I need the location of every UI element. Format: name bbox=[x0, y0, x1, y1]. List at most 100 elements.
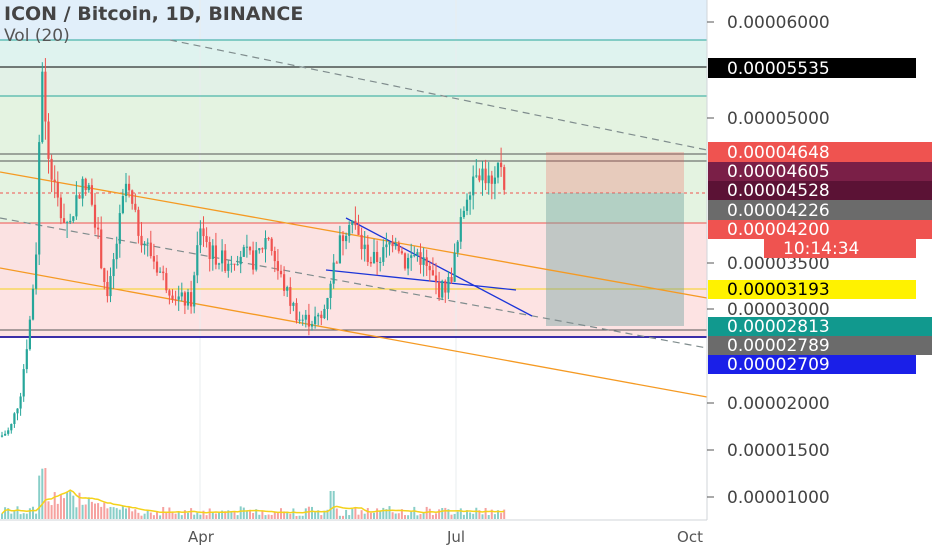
volume-bar bbox=[394, 513, 397, 519]
candle-body bbox=[301, 319, 304, 321]
volume-bar bbox=[174, 513, 177, 519]
candle-body bbox=[357, 225, 360, 235]
volume-bar bbox=[286, 511, 289, 519]
price-labels: 0.00005535 0.00004648 0.00004605 0.00004… bbox=[708, 58, 932, 375]
volume-bar bbox=[438, 509, 441, 519]
candle-body bbox=[7, 430, 10, 434]
volume-bar bbox=[289, 513, 292, 519]
candle-body bbox=[78, 195, 81, 199]
grid bbox=[199, 0, 457, 520]
candle-body bbox=[400, 251, 403, 254]
volume-bar bbox=[53, 492, 56, 519]
volume-bar bbox=[270, 514, 273, 519]
candle-body bbox=[47, 121, 50, 159]
candle-body bbox=[180, 292, 183, 297]
candle-body bbox=[481, 168, 484, 181]
volume-bar bbox=[16, 506, 19, 519]
candle-body bbox=[41, 71, 44, 143]
candle-body bbox=[341, 235, 345, 242]
volume-bar bbox=[180, 515, 183, 519]
candle-body bbox=[317, 314, 320, 317]
short-position-tool[interactable] bbox=[546, 152, 684, 326]
volume-bar bbox=[459, 508, 462, 519]
candle-body bbox=[500, 162, 503, 168]
candle-body bbox=[140, 235, 143, 246]
volume-bar bbox=[146, 510, 149, 519]
price-label-box bbox=[708, 280, 916, 299]
volume-bar bbox=[357, 514, 360, 519]
price-label-2709: 0.00002709 bbox=[727, 355, 830, 375]
price-label-4528: 0.00004528 bbox=[727, 181, 830, 201]
volume-bar bbox=[267, 514, 270, 519]
candle-body bbox=[329, 283, 332, 298]
price-label-box bbox=[708, 181, 932, 200]
candle-body bbox=[221, 250, 224, 264]
x-tick-label: Jul bbox=[446, 528, 465, 546]
fib-zone-teal bbox=[0, 40, 707, 67]
volume-bar bbox=[35, 513, 38, 519]
candle-body bbox=[174, 299, 177, 301]
candle-body bbox=[217, 263, 221, 265]
volume-bar bbox=[264, 515, 267, 519]
volume-bar bbox=[273, 511, 276, 519]
price-label-2813: 0.00002813 bbox=[727, 317, 830, 337]
candle-body bbox=[453, 252, 456, 282]
volume-bar bbox=[404, 515, 406, 519]
volume-bar bbox=[156, 511, 158, 519]
price-label-box bbox=[708, 162, 932, 181]
candle-body bbox=[16, 408, 19, 414]
volume-bar bbox=[230, 511, 233, 519]
candle-body bbox=[4, 433, 7, 436]
candle-body bbox=[335, 262, 338, 264]
volume-bar bbox=[428, 508, 431, 519]
volume-bar bbox=[351, 508, 354, 519]
y-tick-labels: 0.00006000 0.00005000 0.00003500 0.00003… bbox=[707, 13, 830, 508]
candle-body bbox=[484, 168, 487, 184]
y-tick-label: 0.00005000 bbox=[727, 109, 830, 129]
price-label-box bbox=[708, 317, 932, 336]
price-axis[interactable] bbox=[707, 0, 932, 550]
volume-bar bbox=[329, 491, 332, 519]
volume-bar bbox=[159, 515, 162, 519]
volume-bar bbox=[112, 507, 115, 519]
price-label-2789: 0.00002789 bbox=[727, 336, 830, 356]
candle-body bbox=[149, 242, 152, 257]
volume-bar bbox=[366, 508, 369, 519]
x-tick-label: Oct bbox=[677, 528, 703, 546]
volume-bar bbox=[78, 492, 81, 519]
candle-body bbox=[478, 175, 481, 181]
price-label-box bbox=[708, 142, 932, 162]
volume-bar bbox=[450, 514, 453, 519]
volume-bar bbox=[218, 512, 220, 519]
volume-bar bbox=[125, 508, 127, 519]
volume-bar bbox=[121, 506, 124, 519]
candle-body bbox=[208, 242, 211, 259]
candle-body bbox=[444, 280, 447, 293]
volume-ma-line bbox=[1, 489, 505, 515]
volume-bar bbox=[137, 512, 140, 519]
candle-body bbox=[186, 292, 190, 306]
volume-bar bbox=[373, 512, 375, 519]
volume-bar bbox=[103, 502, 106, 519]
volume-bar bbox=[140, 515, 143, 519]
fib-zone-red-2 bbox=[0, 289, 707, 337]
price-label-4605: 0.00004605 bbox=[727, 162, 830, 182]
candle-body bbox=[286, 287, 289, 291]
candle-body bbox=[171, 295, 174, 300]
volume-bar bbox=[19, 514, 22, 519]
candle-body bbox=[385, 244, 388, 248]
volume-bar bbox=[214, 513, 217, 519]
volume-bar bbox=[475, 507, 478, 519]
volume-bar bbox=[295, 515, 298, 519]
candle-body bbox=[382, 247, 385, 262]
volume-indicator-label: Vol (20) bbox=[4, 26, 70, 46]
volume-bar bbox=[456, 511, 459, 519]
candle-body bbox=[366, 244, 369, 262]
volume-bar bbox=[261, 511, 264, 519]
candle-body bbox=[425, 257, 428, 266]
time-axis bbox=[0, 520, 707, 550]
volume-bar bbox=[462, 514, 465, 519]
fib-zone-teal-2 bbox=[0, 67, 707, 96]
volume-bar bbox=[481, 514, 484, 519]
